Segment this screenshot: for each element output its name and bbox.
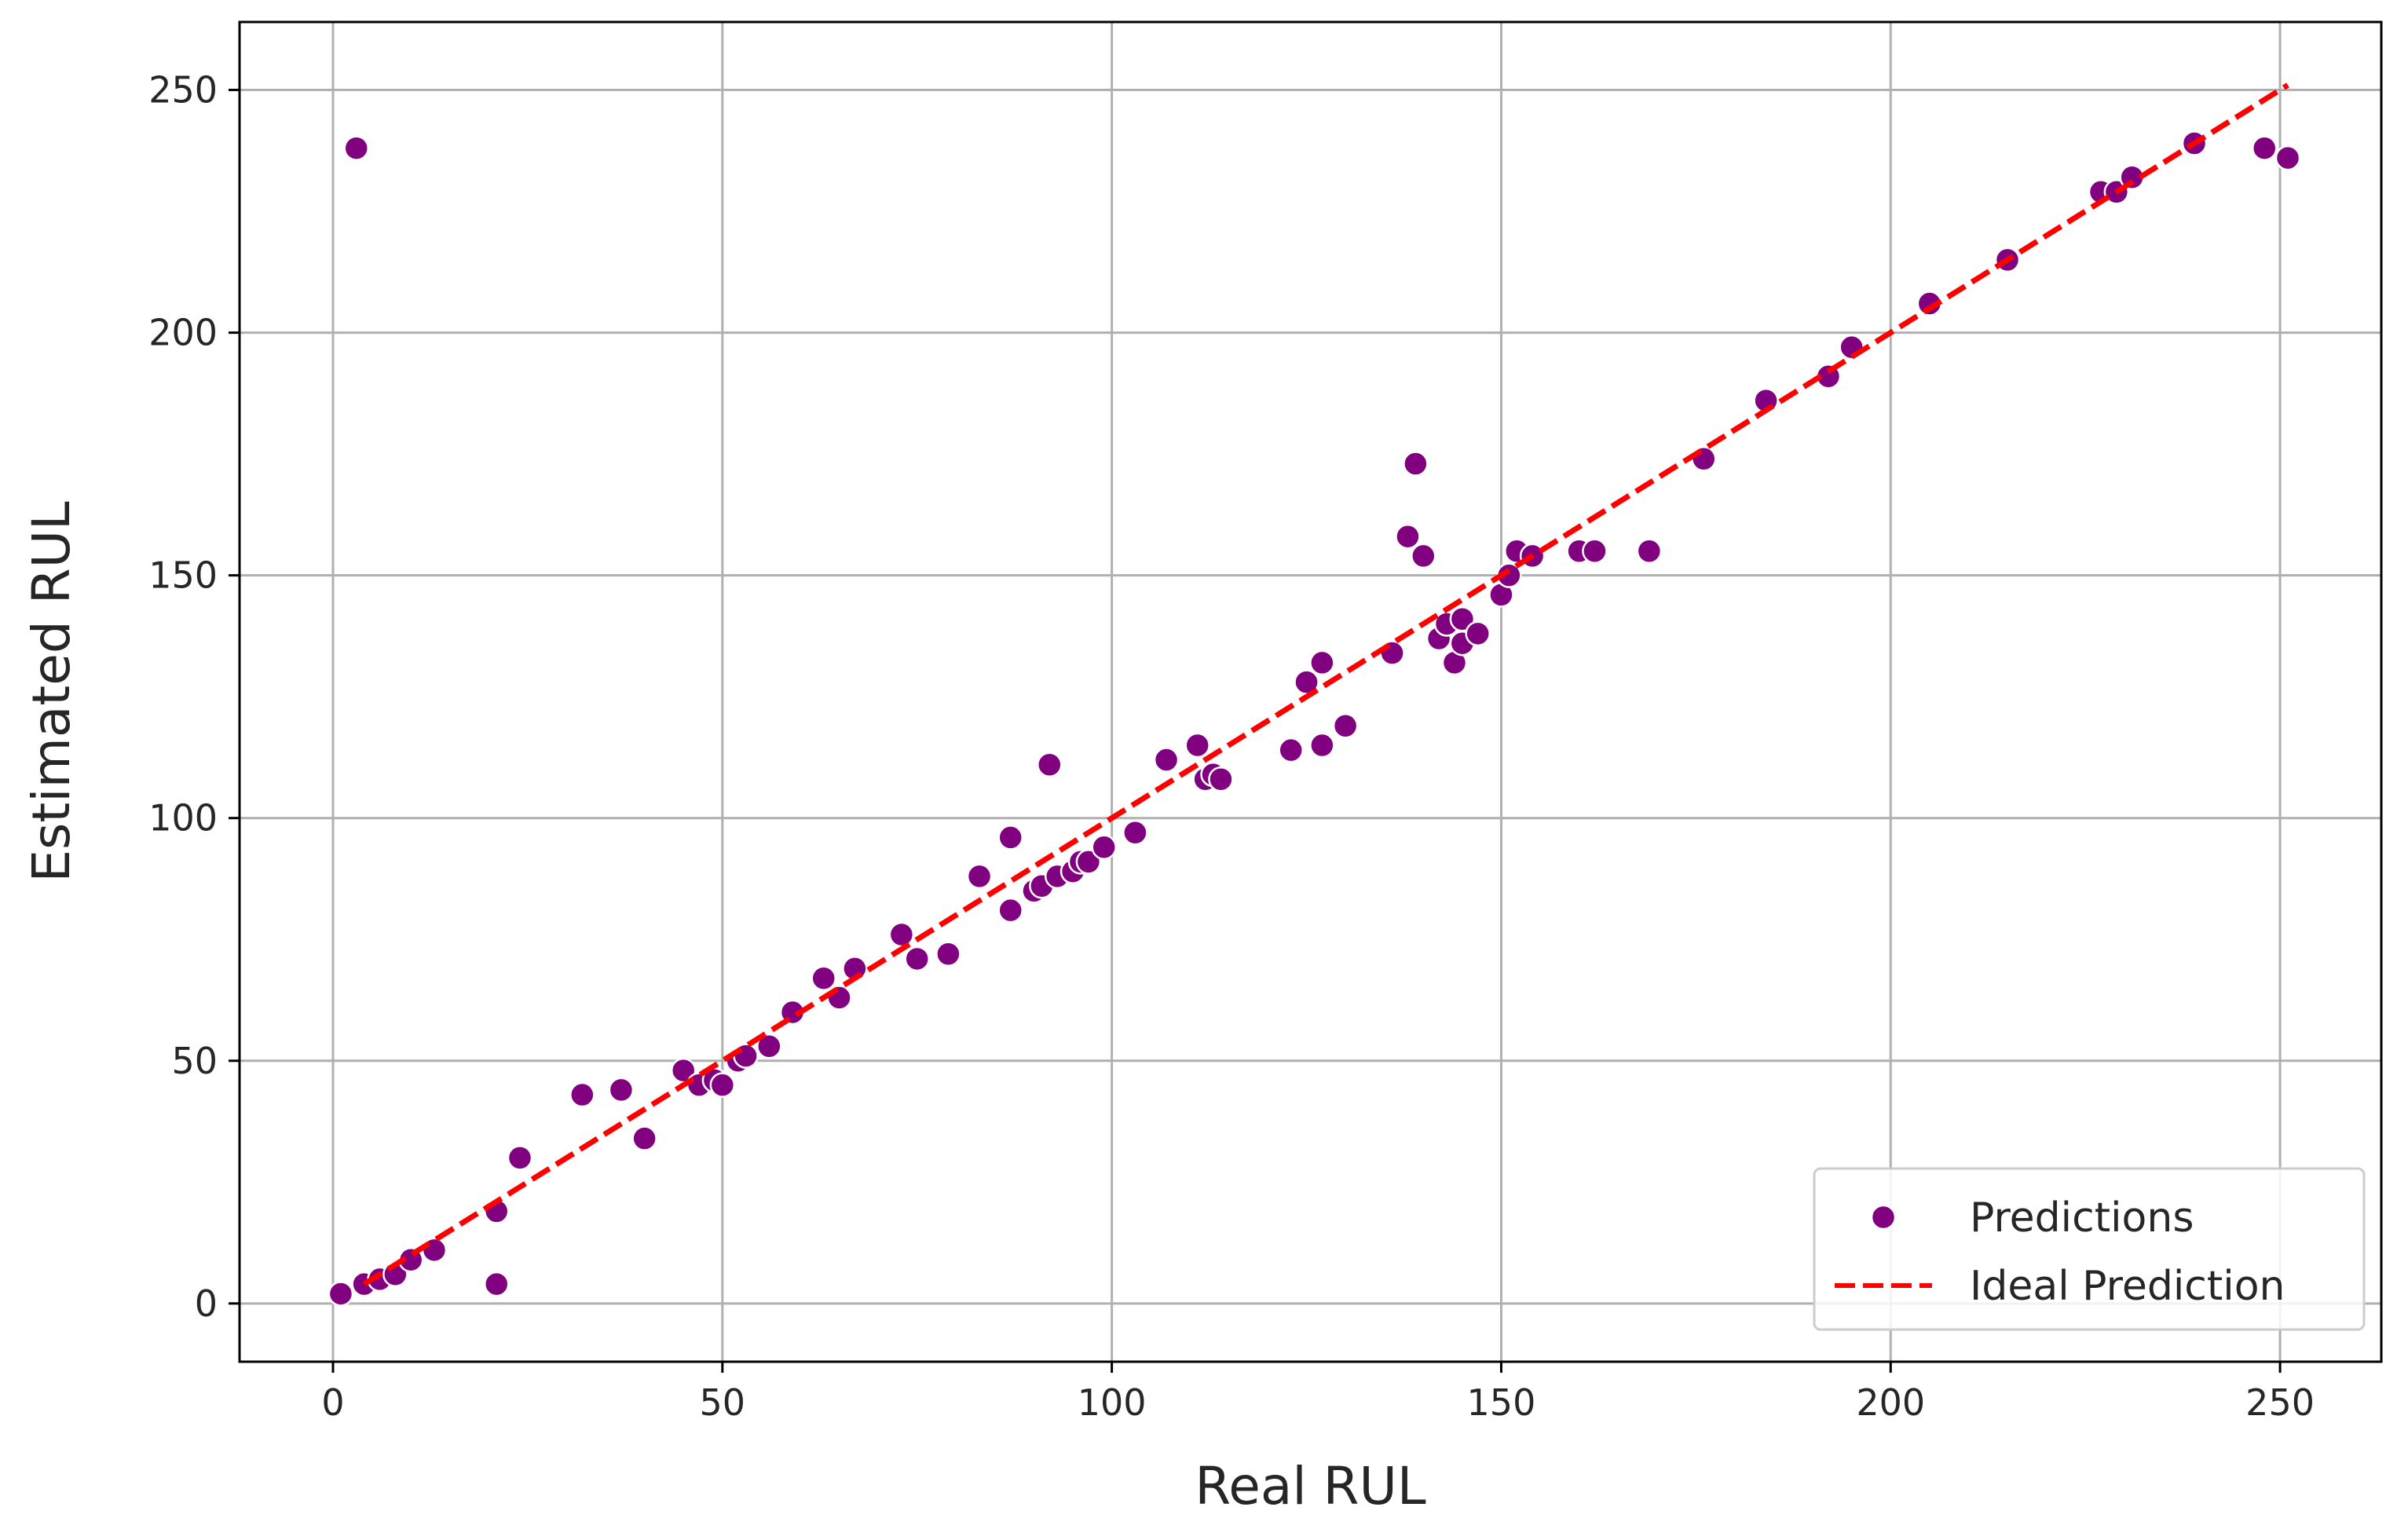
- y-axis-label: Estimated RUL: [21, 501, 82, 883]
- prediction-point: [507, 1145, 533, 1171]
- x-axis-label: Real RUL: [1195, 1456, 1425, 1516]
- y-tick-label: 150: [148, 554, 218, 597]
- x-tick-label: 0: [321, 1381, 344, 1424]
- prediction-point: [811, 965, 836, 991]
- prediction-point: [2274, 144, 2301, 171]
- prediction-point: [1153, 747, 1180, 773]
- prediction-point: [1465, 620, 1491, 647]
- y-tick-label: 100: [148, 797, 218, 839]
- y-tick-label: 50: [171, 1040, 218, 1082]
- x-tick-label: 50: [700, 1381, 746, 1424]
- ideal-prediction-line: [362, 82, 2289, 1287]
- prediction-point: [904, 946, 930, 972]
- y-tick-label: 200: [148, 312, 218, 354]
- prediction-point: [328, 1281, 354, 1307]
- prediction-point: [1122, 820, 1148, 846]
- prediction-point: [1309, 649, 1335, 676]
- prediction-point: [421, 1237, 448, 1264]
- prediction-point: [569, 1081, 595, 1108]
- prediction-point: [733, 1043, 759, 1069]
- y-axis-ticks: 0 50 100 150 200 250: [148, 69, 240, 1325]
- prediction-point: [1208, 766, 1234, 792]
- prediction-point: [709, 1072, 736, 1098]
- x-tick-label: 200: [1856, 1381, 1925, 1424]
- prediction-point: [1395, 523, 1421, 550]
- y-tick-label: 0: [195, 1282, 218, 1325]
- prediction-point: [343, 135, 369, 161]
- x-tick-label: 100: [1078, 1381, 1147, 1424]
- prediction-point: [483, 1271, 510, 1297]
- prediction-point: [1075, 849, 1102, 875]
- prediction-point: [997, 825, 1023, 850]
- prediction-point: [1449, 606, 1476, 632]
- prediction-point: [1309, 732, 1335, 759]
- prediction-point: [1379, 640, 1405, 666]
- legend: Predictions Ideal Prediction: [1813, 1167, 2366, 1331]
- prediction-point: [608, 1077, 635, 1103]
- prediction-point: [1184, 732, 1210, 759]
- legend-box: [1813, 1167, 2366, 1331]
- predictions-points: [328, 130, 2301, 1307]
- prediction-point: [1403, 451, 1429, 477]
- x-tick-label: 250: [2245, 1381, 2315, 1424]
- prediction-point: [1582, 538, 1608, 564]
- ideal-prediction-line-group: [362, 82, 2289, 1287]
- prediction-point: [1411, 543, 1436, 569]
- prediction-point: [1636, 538, 1663, 564]
- x-axis-ticks: 0 50 100 150 200 250: [321, 1362, 2315, 1424]
- prediction-point: [1091, 834, 1117, 861]
- prediction-point: [1332, 713, 1359, 739]
- x-tick-label: 150: [1467, 1381, 1536, 1424]
- prediction-point: [888, 921, 915, 948]
- prediction-point: [826, 985, 852, 1011]
- legend-predictions-label: Predictions: [1970, 1194, 2194, 1242]
- prediction-point: [2252, 135, 2278, 161]
- legend-predictions-marker: [1870, 1204, 1897, 1231]
- prediction-point: [756, 1033, 782, 1059]
- prediction-point: [1691, 446, 1717, 472]
- legend-ideal-prediction-label: Ideal Prediction: [1970, 1263, 2285, 1310]
- prediction-point: [1278, 737, 1304, 763]
- prediction-point: [1037, 752, 1063, 777]
- grid-lines: [240, 22, 2381, 1362]
- prediction-point: [997, 897, 1023, 924]
- prediction-point: [935, 941, 961, 968]
- prediction-point: [966, 863, 993, 890]
- y-tick-label: 250: [148, 69, 218, 112]
- prediction-point: [631, 1125, 657, 1151]
- plot-frame: [238, 20, 2383, 1363]
